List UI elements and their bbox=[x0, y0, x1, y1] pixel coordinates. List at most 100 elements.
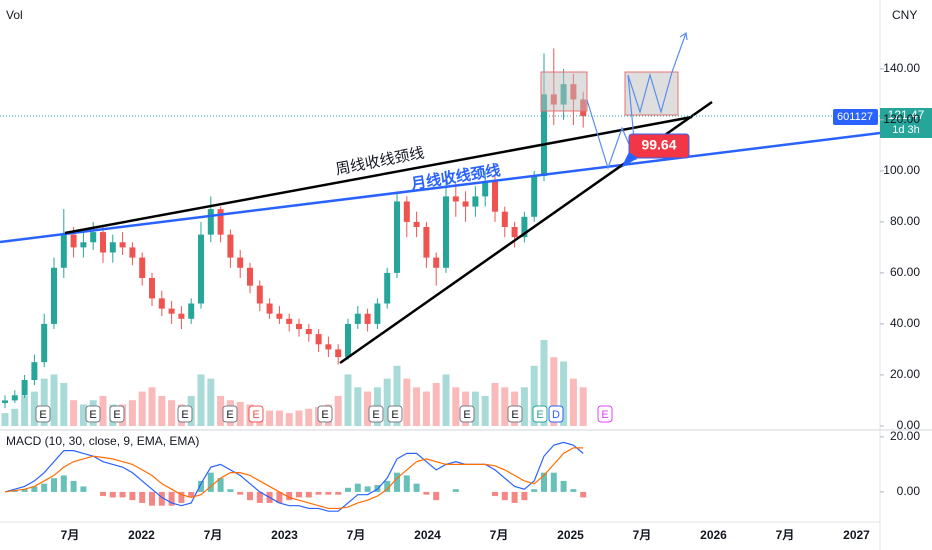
x-tick-label: 2023 bbox=[271, 528, 298, 542]
x-tick-label: 7月 bbox=[490, 528, 509, 542]
macd-histogram-bar bbox=[541, 472, 547, 492]
event-marker bbox=[532, 405, 548, 423]
candle-body bbox=[452, 196, 459, 202]
candle-body bbox=[129, 247, 136, 258]
volume-bar bbox=[383, 378, 391, 426]
macd-histogram-bar bbox=[492, 491, 498, 497]
volume-bar bbox=[471, 391, 479, 426]
event-marker bbox=[177, 405, 193, 423]
y-tick-label: 140.00 bbox=[883, 61, 920, 75]
candle-body bbox=[286, 318, 293, 324]
candle-body bbox=[168, 308, 175, 314]
y-tick-label: 120.00 bbox=[883, 112, 920, 126]
last-price: 121.47 bbox=[888, 108, 925, 122]
macd-histogram-bar bbox=[433, 491, 440, 501]
macd-histogram-bar bbox=[413, 483, 420, 492]
macd-y-tick-label: 20.00 bbox=[890, 429, 920, 443]
volume-bar bbox=[491, 383, 499, 426]
event-marker-label: E bbox=[536, 409, 543, 421]
candle-body bbox=[443, 196, 449, 268]
x-tick-label: 2024 bbox=[414, 528, 441, 542]
event-marker bbox=[85, 405, 101, 423]
y-tick-label: 100.00 bbox=[883, 163, 920, 177]
volume-bar bbox=[413, 387, 421, 426]
macd-histogram-bar bbox=[286, 491, 293, 501]
volume-bar bbox=[569, 378, 577, 426]
macd-histogram-bar bbox=[256, 491, 263, 503]
candle-body bbox=[482, 181, 489, 197]
candle-body bbox=[237, 257, 244, 268]
event-marker-label: E bbox=[226, 409, 233, 421]
candle-body bbox=[511, 226, 518, 238]
candle-body bbox=[41, 323, 48, 363]
event-marker-label: E bbox=[89, 409, 96, 421]
macd-histogram-bar bbox=[188, 491, 195, 498]
candle-body bbox=[256, 285, 263, 304]
volume-bar bbox=[452, 387, 460, 426]
macd-histogram-bar bbox=[315, 491, 322, 495]
projection-arrow bbox=[679, 31, 688, 41]
callout-pointer bbox=[621, 152, 638, 168]
macd-line bbox=[4, 441, 584, 512]
candle-body bbox=[266, 303, 273, 314]
macd-histogram-bar bbox=[149, 491, 155, 506]
macd-histogram-bar bbox=[521, 491, 528, 501]
price-callout bbox=[628, 133, 690, 159]
x-tick-label: 2026 bbox=[700, 528, 727, 542]
candle-body bbox=[423, 226, 430, 258]
volume-label: Vol bbox=[6, 8, 23, 22]
y-tick-label: 20.00 bbox=[890, 367, 920, 381]
candle-body bbox=[227, 234, 234, 258]
candle-body bbox=[345, 323, 351, 358]
event-marker bbox=[109, 405, 125, 423]
macd-histogram-bar bbox=[60, 475, 67, 492]
candle-body bbox=[188, 303, 195, 319]
candle-body bbox=[433, 257, 440, 268]
candle-body bbox=[21, 380, 28, 396]
volume-bar bbox=[550, 357, 558, 426]
macd-histogram-bar bbox=[168, 491, 175, 506]
macd-y-tick-label: 0.00 bbox=[897, 484, 921, 498]
macd-histogram-bar bbox=[580, 491, 587, 498]
macd-histogram-bar bbox=[158, 491, 165, 506]
symbol-badge bbox=[833, 109, 878, 125]
monthly-trendline bbox=[0, 131, 881, 244]
candle-body bbox=[492, 181, 498, 212]
candle-body bbox=[217, 209, 224, 235]
candle-body bbox=[276, 313, 283, 319]
volume-bar bbox=[50, 374, 58, 426]
candle-body bbox=[70, 234, 77, 248]
volume-bar bbox=[403, 378, 411, 426]
price-callout-text: 99.64 bbox=[641, 137, 676, 153]
macd-histogram-bar bbox=[31, 486, 38, 492]
y-tick-label: 0.00 bbox=[897, 418, 921, 432]
volume-bar bbox=[1, 413, 9, 426]
volume-bar bbox=[520, 387, 528, 426]
macd-histogram-bar bbox=[354, 483, 361, 492]
weekly-trendline bbox=[64, 115, 693, 235]
candle-body bbox=[403, 201, 410, 222]
candle-body bbox=[139, 257, 146, 278]
macd-histogram-bar bbox=[41, 483, 48, 492]
volume-bar bbox=[128, 400, 136, 426]
candle-body bbox=[247, 267, 253, 286]
candle-body bbox=[541, 94, 547, 176]
x-tick-label: 7月 bbox=[204, 528, 223, 542]
macd-histogram-bar bbox=[403, 475, 410, 492]
volume-bar bbox=[501, 387, 509, 426]
macd-histogram-bar bbox=[227, 489, 234, 492]
x-tick-label: 7月 bbox=[61, 528, 80, 542]
candle-body bbox=[413, 221, 420, 227]
event-marker-label: E bbox=[181, 409, 188, 421]
candle-body bbox=[207, 209, 214, 235]
event-marker-label: E bbox=[511, 409, 518, 421]
candle-body bbox=[384, 272, 391, 304]
y-tick-label: 60.00 bbox=[890, 265, 920, 279]
candle-body bbox=[531, 175, 538, 217]
x-tick-label: 7月 bbox=[633, 528, 652, 542]
macd-histogram-bar bbox=[296, 491, 302, 498]
x-tick-label: 2022 bbox=[128, 528, 155, 542]
candle-body bbox=[100, 232, 106, 253]
volume-bar bbox=[579, 387, 587, 426]
